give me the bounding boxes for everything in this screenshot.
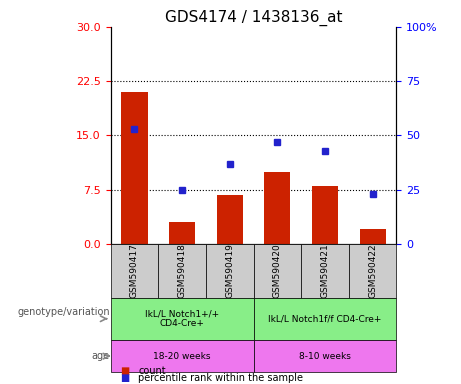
Bar bbox=[111, 298, 254, 340]
Bar bbox=[301, 244, 349, 298]
Text: GSM590417: GSM590417 bbox=[130, 243, 139, 298]
Text: GSM590420: GSM590420 bbox=[273, 243, 282, 298]
Text: GSM590419: GSM590419 bbox=[225, 243, 234, 298]
Bar bbox=[217, 195, 243, 244]
Title: GDS4174 / 1438136_at: GDS4174 / 1438136_at bbox=[165, 9, 343, 25]
Bar bbox=[264, 172, 290, 244]
Bar bbox=[312, 186, 338, 244]
Bar bbox=[111, 340, 254, 372]
Bar bbox=[254, 298, 396, 340]
Text: IkL/L Notch1f/f CD4-Cre+: IkL/L Notch1f/f CD4-Cre+ bbox=[268, 314, 382, 323]
Bar bbox=[121, 92, 148, 244]
Text: GSM590421: GSM590421 bbox=[320, 243, 330, 298]
Bar bbox=[158, 244, 206, 298]
Text: GSM590422: GSM590422 bbox=[368, 243, 377, 298]
Bar bbox=[169, 222, 195, 244]
Text: 8-10 weeks: 8-10 weeks bbox=[299, 352, 351, 361]
Text: count: count bbox=[138, 366, 166, 376]
Text: ■: ■ bbox=[120, 366, 129, 376]
Text: ■: ■ bbox=[120, 373, 129, 383]
Bar bbox=[111, 244, 158, 298]
Text: 18-20 weeks: 18-20 weeks bbox=[154, 352, 211, 361]
Bar bbox=[360, 229, 386, 244]
Bar bbox=[254, 340, 396, 372]
Text: percentile rank within the sample: percentile rank within the sample bbox=[138, 373, 303, 383]
Text: age: age bbox=[92, 351, 110, 361]
Bar bbox=[254, 244, 301, 298]
Text: IkL/L Notch1+/+
CD4-Cre+: IkL/L Notch1+/+ CD4-Cre+ bbox=[145, 309, 219, 328]
Bar bbox=[206, 244, 254, 298]
Text: genotype/variation: genotype/variation bbox=[17, 307, 110, 318]
Bar bbox=[349, 244, 396, 298]
Text: GSM590418: GSM590418 bbox=[177, 243, 187, 298]
